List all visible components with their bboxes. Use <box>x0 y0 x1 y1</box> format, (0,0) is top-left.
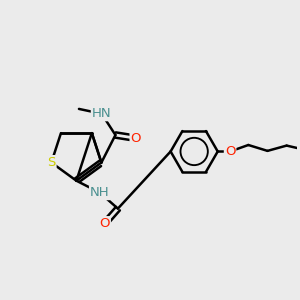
Text: O: O <box>99 217 110 230</box>
Text: O: O <box>130 132 141 145</box>
Text: O: O <box>225 145 235 158</box>
Text: HN: HN <box>92 107 111 120</box>
Text: NH: NH <box>90 186 110 199</box>
Text: S: S <box>47 156 56 169</box>
